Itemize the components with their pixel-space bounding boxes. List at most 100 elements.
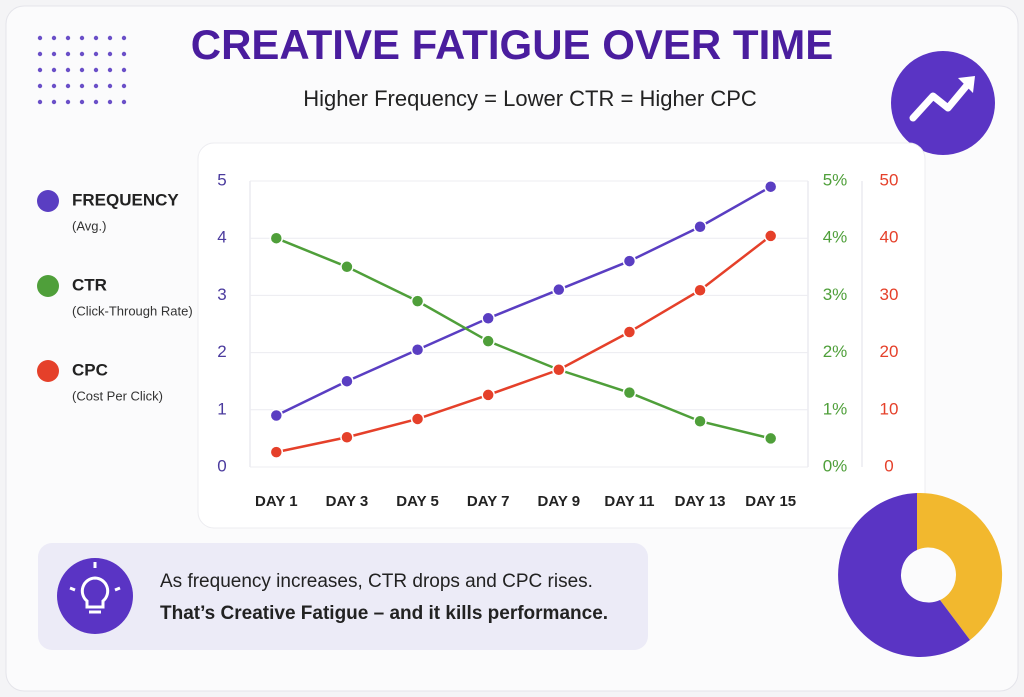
dot xyxy=(121,67,127,73)
tick-label: 1 xyxy=(217,399,226,418)
x-tick-label: DAY 11 xyxy=(604,493,654,510)
tick-label: 0% xyxy=(823,456,848,475)
legend: FREQUENCY (Avg.) CTR (Click-Through Rate) CP… xyxy=(37,190,193,403)
tick-label: 2% xyxy=(823,342,848,361)
data-point xyxy=(763,229,778,243)
dot xyxy=(51,51,57,57)
x-tick-label: DAY 9 xyxy=(538,493,581,510)
data-point xyxy=(763,431,778,446)
dot xyxy=(51,35,57,41)
dot xyxy=(37,99,43,105)
dot xyxy=(79,67,85,73)
data-point xyxy=(340,374,354,388)
legend-marker xyxy=(37,275,59,297)
callout-emphasis: That’s Creative Fatigue – and it kills p… xyxy=(160,603,608,624)
series-line xyxy=(276,234,772,454)
data-point xyxy=(693,220,707,234)
tick-label: 5% xyxy=(823,170,848,189)
dot xyxy=(107,51,113,57)
tick-label: 1% xyxy=(823,399,848,418)
data-point xyxy=(340,260,354,274)
legend-label: CTR xyxy=(72,275,107,294)
series-line xyxy=(275,185,772,417)
dot xyxy=(107,99,113,105)
dot xyxy=(79,99,85,105)
data-point xyxy=(410,294,425,308)
donut-decoration xyxy=(838,492,1003,657)
x-tick-label: DAY 7 xyxy=(467,493,510,510)
tick-label: 3 xyxy=(217,285,226,304)
series-line xyxy=(275,237,771,440)
tick-label: 0 xyxy=(217,456,226,475)
tick-label: 10 xyxy=(880,399,899,418)
legend-marker xyxy=(37,190,59,212)
dot xyxy=(65,67,71,73)
data-point xyxy=(622,325,637,339)
dot-pattern xyxy=(37,35,127,105)
dot xyxy=(93,51,99,57)
dot xyxy=(121,35,127,41)
dot xyxy=(93,67,99,73)
dot xyxy=(93,35,99,41)
dot xyxy=(65,99,71,105)
data-point xyxy=(693,283,707,298)
subtitle: Higher Frequency = Lower CTR = Higher CP… xyxy=(303,86,757,111)
tick-label: 50 xyxy=(880,170,899,189)
legend-description: (Avg.) xyxy=(72,218,106,233)
dot xyxy=(37,67,43,73)
dot xyxy=(107,67,113,73)
dot xyxy=(107,83,113,89)
x-tick-label: DAY 3 xyxy=(326,493,369,510)
dot xyxy=(107,35,113,41)
callout-line: As frequency increases, CTR drops and CP… xyxy=(160,571,593,592)
dot xyxy=(121,51,127,57)
tick-label: 2 xyxy=(217,342,226,361)
tick-label: 0 xyxy=(884,456,893,475)
data-point xyxy=(552,282,566,297)
dot xyxy=(65,51,71,57)
tick-label: 3% xyxy=(823,285,848,304)
data-point xyxy=(481,334,495,348)
legend-description: (Click-Through Rate) xyxy=(72,303,193,318)
tick-label: 20 xyxy=(880,342,899,361)
x-tick-label: DAY 5 xyxy=(396,493,439,510)
data-point xyxy=(340,430,354,445)
data-point xyxy=(269,231,284,245)
dot xyxy=(37,35,43,41)
dot xyxy=(65,35,71,41)
data-point xyxy=(410,342,425,357)
plot: 0 1 2 3 4 5 0% 1% 2% 3% 4% 5% 0 10 20 30 40 50 DAY 1 DAY 3 D… xyxy=(217,170,898,509)
data-point xyxy=(410,412,425,426)
legend-description: (Cost Per Click) xyxy=(72,388,163,403)
legend-label: FREQUENCY xyxy=(72,190,179,209)
dot xyxy=(37,83,43,89)
x-tick-label: DAY 15 xyxy=(745,493,796,510)
dot xyxy=(79,83,85,89)
tick-label: 5 xyxy=(217,170,226,189)
data-point xyxy=(481,388,495,402)
dot xyxy=(79,35,85,41)
chart-panel xyxy=(197,142,926,529)
x-tick-label: DAY 13 xyxy=(675,493,726,510)
legend-label: CPC xyxy=(72,360,108,379)
data-point xyxy=(481,311,495,326)
dot xyxy=(51,67,57,73)
dot xyxy=(93,99,99,105)
tick-label: 40 xyxy=(880,228,899,247)
tick-label: 30 xyxy=(880,285,899,304)
legend-marker xyxy=(37,360,59,382)
dot xyxy=(93,83,99,89)
data-point xyxy=(552,363,566,377)
data-point xyxy=(622,385,637,400)
title: CREATIVE FATIGUE OVER TIME xyxy=(191,21,834,68)
tick-label: 4% xyxy=(823,228,848,247)
dot xyxy=(37,51,43,57)
data-point xyxy=(269,408,284,423)
data-point xyxy=(693,414,707,428)
dot xyxy=(51,99,57,105)
data-point xyxy=(269,445,284,459)
bulb-icon xyxy=(57,558,133,634)
dot xyxy=(121,83,127,89)
